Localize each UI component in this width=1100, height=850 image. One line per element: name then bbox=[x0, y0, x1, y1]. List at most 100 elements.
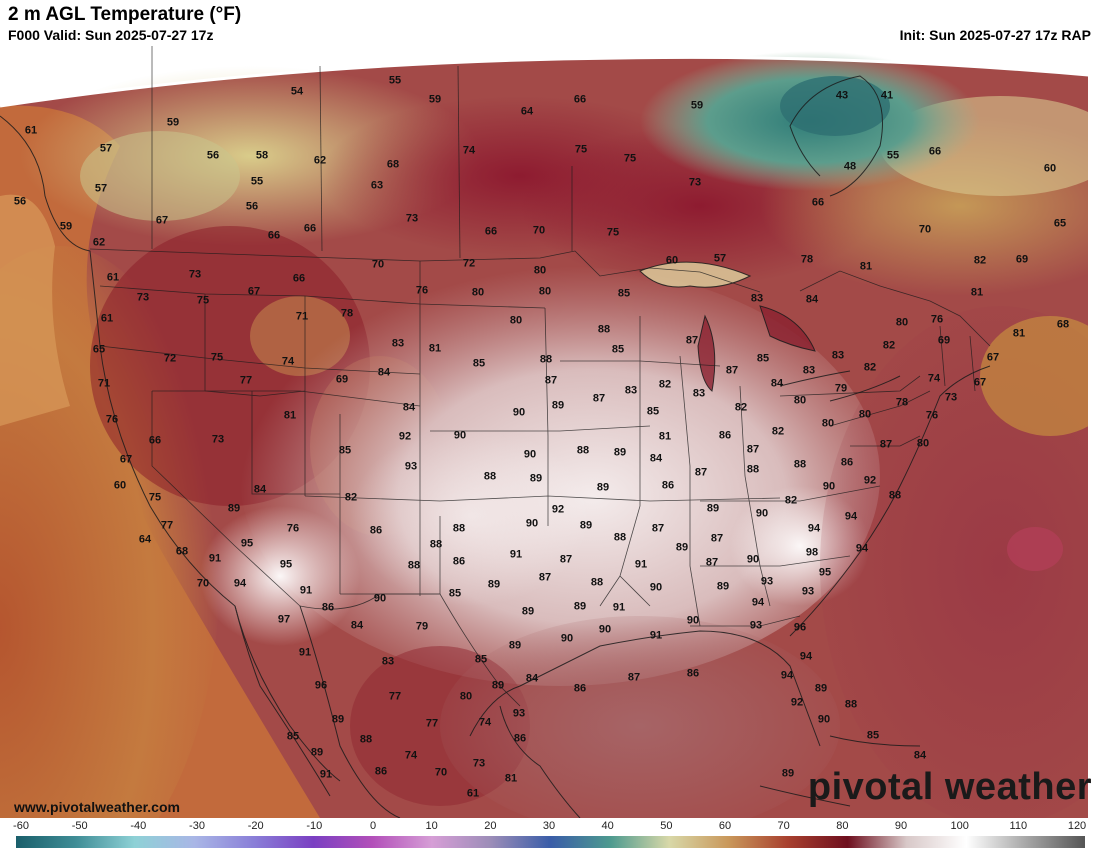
temperature-label: 89 bbox=[521, 605, 535, 618]
color-bar-tick: 110 bbox=[1009, 820, 1028, 832]
temperature-label: 74 bbox=[462, 144, 476, 157]
temperature-label: 85 bbox=[448, 587, 462, 600]
site-url[interactable]: www.pivotalweather.com bbox=[14, 799, 180, 815]
temperature-label: 80 bbox=[459, 690, 473, 703]
temperature-label: 80 bbox=[858, 408, 872, 421]
temperature-label: 75 bbox=[623, 152, 637, 165]
temperature-label: 67 bbox=[986, 351, 1000, 364]
valid-time: F000 Valid: Sun 2025-07-27 17z bbox=[8, 27, 214, 43]
temperature-label: 59 bbox=[166, 116, 180, 129]
temperature-label: 73 bbox=[688, 176, 702, 189]
temperature-label: 82 bbox=[784, 494, 798, 507]
temperature-label: 91 bbox=[509, 548, 523, 561]
temperature-label: 88 bbox=[590, 576, 604, 589]
temperature-label: 64 bbox=[520, 105, 534, 118]
temperature-labels: 61 57 57 56 59 56 58 55 56 54 55 59 66 64 59 43 41 62 68 63… bbox=[0, 46, 1100, 818]
color-bar-tick: 0 bbox=[369, 820, 377, 832]
temperature-label: 80 bbox=[533, 264, 547, 277]
temperature-label: 94 bbox=[233, 577, 247, 590]
temperature-label: 86 bbox=[718, 429, 732, 442]
temperature-label: 75 bbox=[196, 294, 210, 307]
temperature-label: 84 bbox=[350, 619, 364, 632]
temperature-label: 83 bbox=[391, 337, 405, 350]
temperature-label: 88 bbox=[452, 522, 466, 535]
temperature-label: 83 bbox=[831, 349, 845, 362]
color-bar-ticks: -60 -50 -40 -30 -20 -10 0 10 20 30 40 50 60 70 80 90 100… bbox=[0, 818, 1100, 834]
temperature-label: 62 bbox=[313, 154, 327, 167]
temperature-label: 70 bbox=[371, 258, 385, 271]
temperature-label: 87 bbox=[544, 374, 558, 387]
temperature-label: 97 bbox=[277, 613, 291, 626]
temperature-label: 81 bbox=[504, 772, 518, 785]
temperature-label: 87 bbox=[685, 334, 699, 347]
temperature-label: 93 bbox=[404, 460, 418, 473]
temperature-label: 65 bbox=[1053, 217, 1067, 230]
temperature-label: 82 bbox=[973, 254, 987, 267]
temperature-label: 41 bbox=[880, 89, 894, 102]
temperature-label: 80 bbox=[509, 314, 523, 327]
color-bar-tick: -40 bbox=[130, 820, 147, 832]
temperature-label: 85 bbox=[611, 343, 625, 356]
temperature-label: 77 bbox=[425, 717, 439, 730]
temperature-label: 64 bbox=[138, 533, 152, 546]
temperature-label: 72 bbox=[163, 352, 177, 365]
temperature-label: 80 bbox=[916, 437, 930, 450]
temperature-label: 89 bbox=[529, 472, 543, 485]
temperature-label: 83 bbox=[624, 384, 638, 397]
temperature-label: 87 bbox=[746, 443, 760, 456]
temperature-label: 91 bbox=[612, 601, 626, 614]
temperature-label: 90 bbox=[512, 406, 526, 419]
temperature-label: 87 bbox=[725, 364, 739, 377]
temperature-label: 90 bbox=[453, 429, 467, 442]
temperature-label: 74 bbox=[927, 372, 941, 385]
temperature-label: 88 bbox=[429, 538, 443, 551]
temperature-label: 55 bbox=[388, 74, 402, 87]
temperature-label: 91 bbox=[649, 629, 663, 642]
temperature-label: 77 bbox=[160, 519, 174, 532]
temperature-label: 87 bbox=[538, 571, 552, 584]
temperature-label: 94 bbox=[799, 650, 813, 663]
temperature-label: 87 bbox=[705, 556, 719, 569]
temperature-label: 86 bbox=[369, 524, 383, 537]
temperature-label: 87 bbox=[559, 553, 573, 566]
color-bar: -60 -50 -40 -30 -20 -10 0 10 20 30 40 50 60 70 80 90 100… bbox=[0, 818, 1100, 850]
temperature-map[interactable]: 61 57 57 56 59 56 58 55 56 54 55 59 66 64 59 43 41 62 68 63… bbox=[0, 46, 1100, 818]
temperature-label: 69 bbox=[1015, 253, 1029, 266]
temperature-label: 66 bbox=[484, 225, 498, 238]
color-bar-tick: -30 bbox=[189, 820, 205, 832]
temperature-label: 76 bbox=[415, 284, 429, 297]
temperature-label: 82 bbox=[882, 339, 896, 352]
temperature-label: 75 bbox=[210, 351, 224, 364]
temperature-label: 68 bbox=[1056, 318, 1070, 331]
temperature-label: 88 bbox=[407, 559, 421, 572]
temperature-label: 89 bbox=[675, 541, 689, 554]
temperature-label: 84 bbox=[913, 749, 927, 762]
temperature-label: 88 bbox=[483, 470, 497, 483]
temperature-label: 81 bbox=[658, 430, 672, 443]
temperature-label: 65 bbox=[92, 343, 106, 356]
temperature-label: 74 bbox=[404, 749, 418, 762]
color-bar-ramp bbox=[16, 836, 1085, 848]
temperature-label: 82 bbox=[734, 401, 748, 414]
temperature-label: 89 bbox=[573, 600, 587, 613]
temperature-label: 66 bbox=[573, 93, 587, 106]
temperature-label: 76 bbox=[105, 413, 119, 426]
temperature-label: 60 bbox=[665, 254, 679, 267]
temperature-label: 62 bbox=[92, 236, 106, 249]
temperature-label: 89 bbox=[310, 746, 324, 759]
temperature-label: 88 bbox=[539, 353, 553, 366]
temperature-label: 92 bbox=[551, 503, 565, 516]
temperature-label: 94 bbox=[844, 510, 858, 523]
temperature-label: 73 bbox=[211, 433, 225, 446]
temperature-label: 86 bbox=[661, 479, 675, 492]
color-bar-tick: 50 bbox=[660, 820, 673, 832]
temperature-label: 94 bbox=[807, 522, 821, 535]
temperature-label: 85 bbox=[756, 352, 770, 365]
temperature-label: 57 bbox=[713, 252, 727, 265]
temperature-label: 86 bbox=[840, 456, 854, 469]
temperature-label: 81 bbox=[428, 342, 442, 355]
temperature-label: 90 bbox=[560, 632, 574, 645]
temperature-label: 85 bbox=[474, 653, 488, 666]
temperature-label: 89 bbox=[491, 679, 505, 692]
temperature-label: 90 bbox=[373, 592, 387, 605]
